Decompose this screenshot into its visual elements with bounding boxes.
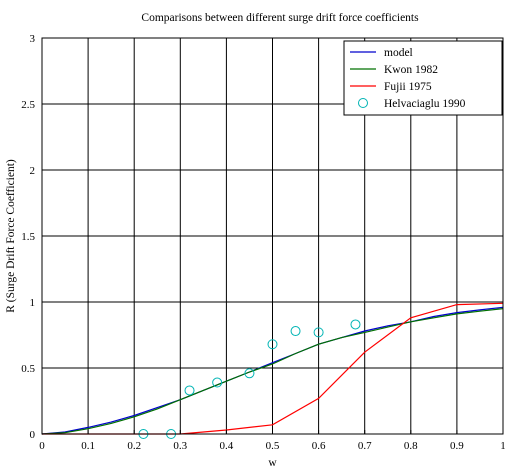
x-tick-label: 0.5 (266, 440, 280, 452)
series-line-fujii-1975 (42, 302, 504, 435)
data-point-helvaciaglu-1990 (212, 377, 223, 388)
y-axis-label: R (Surge Drift Force Coefficient) (5, 159, 17, 313)
data-point-helvaciaglu-1990 (313, 327, 324, 338)
y-tick-label: 3 (30, 33, 36, 45)
x-tick-label: 0.6 (312, 440, 326, 452)
data-point-helvaciaglu-1990 (184, 385, 195, 396)
x-axis-label: w (268, 457, 277, 468)
legend-box (343, 40, 503, 116)
legend-label-kwon-1982: Kwon 1982 (384, 64, 438, 76)
x-tick-label: 0.3 (173, 440, 187, 452)
x-tick-label: 0.4 (220, 440, 234, 452)
series-line-kwon-1982 (41, 308, 504, 435)
x-tick-label: 0.8 (404, 440, 418, 452)
x-tick-label: 0.1 (81, 440, 95, 452)
data-point-helvaciaglu-1990 (244, 368, 255, 379)
data-point-helvaciaglu-1990 (290, 326, 301, 337)
legend-label-fujii-1975: Fujii 1975 (384, 81, 432, 93)
y-tick-label: 0.5 (21, 363, 35, 375)
x-tick-label: 1 (500, 440, 505, 452)
legend-swatch-helvaciaglu-1990 (358, 98, 368, 108)
axis-ticks: 0 0.1 0.2 0.3 0.4 0.5 0.6 0.7 0.8 0.9 1 0 0.5 1 1.5 2 2.… (21, 33, 505, 452)
y-tick-label: 1 (30, 297, 36, 309)
x-tick-label: 0.7 (358, 440, 372, 452)
legend-label-helvaciaglu-1990: Helvaciaglu 1990 (384, 98, 466, 110)
y-tick-label: 1.5 (21, 231, 35, 243)
y-tick-label: 2.5 (21, 99, 35, 111)
x-tick-label: 0.2 (127, 440, 141, 452)
legend: model Kwon 1982 Fujii 1975 Helvaciaglu 1990 (343, 40, 503, 116)
data-point-helvaciaglu-1990 (267, 339, 278, 350)
legend-label-model: model (384, 47, 413, 59)
y-tick-label: 2 (30, 165, 36, 177)
data-point-helvaciaglu-1990 (350, 319, 361, 330)
series-line-model (41, 306, 504, 435)
y-tick-label: 0 (30, 429, 36, 441)
x-tick-label: 0.9 (450, 440, 464, 452)
chart-title: Comparisons between different surge drif… (141, 12, 419, 24)
x-tick-label: 0 (39, 440, 45, 452)
